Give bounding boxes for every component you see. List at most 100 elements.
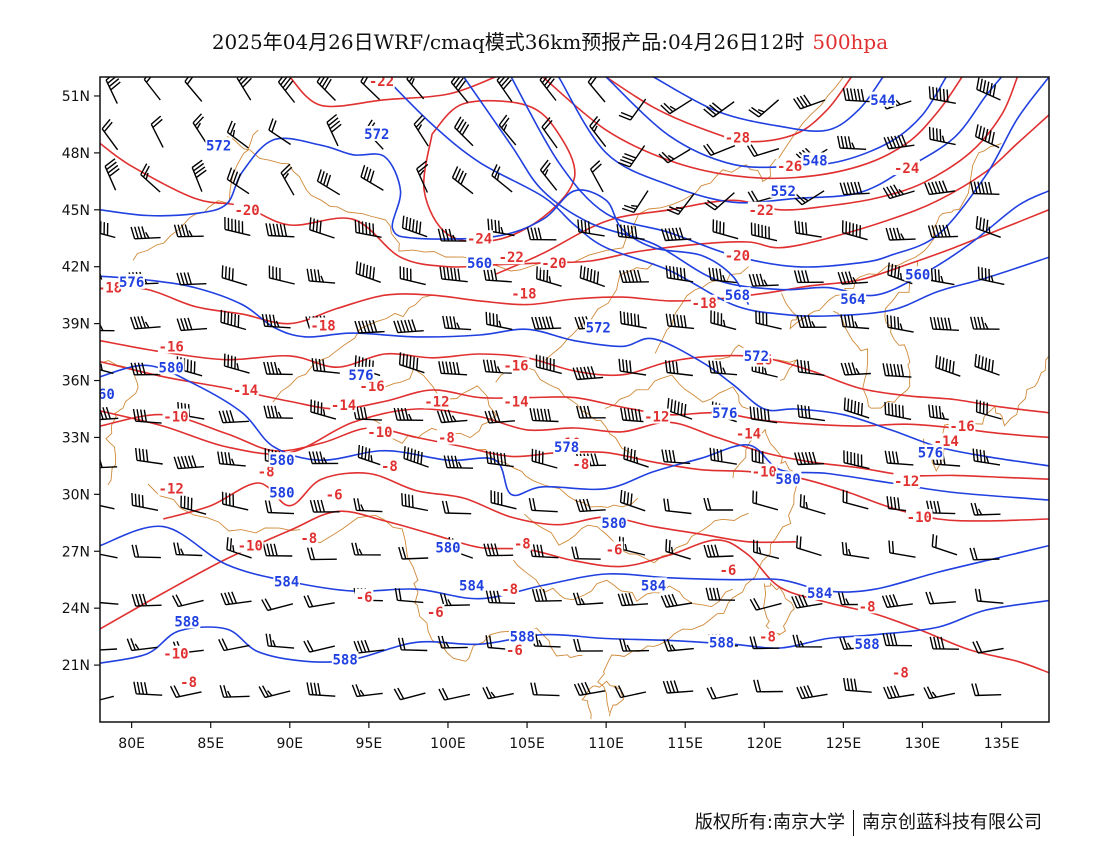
footer-divider: [853, 810, 854, 836]
wind-barb: [974, 353, 1000, 376]
temperature-label: -8: [300, 531, 317, 547]
height-label: 572: [586, 320, 611, 336]
label-halo: [347, 366, 375, 382]
wind-barb: [886, 496, 915, 513]
wind-barb: [617, 592, 649, 607]
temperature-label: -18: [97, 281, 122, 297]
wind-barb: [840, 362, 871, 376]
label-halo: [917, 444, 944, 460]
title-text: 2025年04月26日WRF/cmaq模式36km预报产品:04月26日12时: [211, 30, 805, 54]
label-halo: [948, 418, 976, 434]
wind-barb: [437, 635, 468, 649]
wind-barb: [130, 362, 161, 376]
wind-barb: [403, 446, 429, 468]
lon-tick-label: 80E: [118, 736, 145, 752]
temperature-label: -22: [369, 74, 394, 90]
geopotential-height-contours: [100, 77, 1049, 664]
temperature-label: -6: [356, 590, 373, 606]
height-label: 578: [554, 440, 579, 456]
wind-barb: [619, 638, 650, 652]
wind-barb: [589, 115, 607, 148]
height-contour: [384, 77, 1049, 318]
label-halo: [806, 585, 833, 600]
wind-barb: [258, 685, 291, 699]
temperature-label: -18: [310, 319, 335, 335]
wind-barb: [972, 640, 1004, 654]
wind-barb: [925, 591, 956, 605]
wind-barb: [662, 680, 694, 694]
wind-barb: [977, 266, 1005, 286]
temperature-label: -14: [736, 427, 761, 443]
label-halo: [366, 423, 394, 439]
label-halo: [893, 473, 920, 489]
wind-barb: [755, 310, 782, 330]
wind-barb: [792, 634, 823, 648]
wind-barb: [706, 686, 739, 700]
label-halo: [502, 393, 530, 409]
wind-barb: [126, 638, 158, 652]
temperature-label: -10: [163, 410, 188, 426]
wind-barb: [453, 116, 474, 147]
wind-barb: [664, 360, 693, 377]
temperature-label: -10: [163, 647, 188, 663]
wind-barb: [416, 160, 429, 193]
temperature-label: -16: [359, 379, 384, 395]
label-halo: [724, 129, 751, 145]
wind-barb: [843, 450, 870, 470]
wind-barb: [130, 315, 161, 330]
wind-barb: [708, 267, 737, 284]
wind-barb: [531, 633, 561, 648]
label-halo: [233, 201, 261, 217]
wind-barb: [975, 399, 1002, 420]
height-label: 568: [725, 288, 750, 304]
wind-barb: [413, 114, 429, 147]
label-halo: [157, 338, 185, 354]
wind-barb: [133, 681, 163, 696]
temperature-label: -8: [258, 465, 275, 481]
temperature-label: -8: [501, 582, 518, 598]
wind-barb: [220, 591, 252, 606]
wind-barb: [749, 597, 782, 611]
temperature-label: -10: [367, 425, 392, 441]
label-halo: [776, 158, 803, 174]
label-halo: [640, 577, 667, 593]
wind-barb: [439, 266, 468, 283]
height-label: 544: [870, 93, 895, 109]
label-halo: [236, 537, 264, 553]
height-contour: [100, 137, 750, 305]
wind-barb: [976, 77, 1001, 101]
wind-barb: [100, 457, 118, 469]
temperature-contour: [289, 77, 496, 108]
wind-barb: [974, 124, 1000, 149]
lat-tick-label: 33N: [62, 430, 90, 446]
boundary-line: [654, 266, 749, 354]
wind-barb: [928, 404, 956, 422]
label-halo: [604, 541, 624, 557]
wind-barb: [703, 497, 734, 511]
wind-barb: [797, 404, 825, 422]
temperature-label: -6: [606, 542, 623, 558]
wind-barb: [355, 261, 381, 283]
wind-barb: [131, 492, 159, 511]
lon-tick-label: 90E: [276, 736, 303, 752]
wind-barb: [353, 639, 385, 654]
wind-barb: [262, 543, 293, 557]
wind-barb: [589, 160, 604, 193]
wind-barb: [703, 544, 734, 558]
label-halo: [600, 514, 628, 530]
label-halo: [743, 347, 770, 363]
label-halo: [769, 182, 797, 198]
wind-barb: [280, 163, 295, 196]
lat-tick-label: 27N: [62, 544, 90, 560]
wind-barb: [169, 685, 202, 698]
height-label: 576: [712, 406, 737, 422]
wind-barb: [401, 493, 429, 512]
temperature-contour: [100, 510, 1049, 674]
label-halo: [718, 562, 738, 578]
wind-barb: [703, 101, 735, 118]
wind-barb: [130, 226, 161, 240]
admin-boundaries: [100, 77, 1049, 720]
wind-barb: [220, 309, 247, 331]
wind-barb: [268, 118, 291, 146]
wind-barb: [539, 77, 557, 101]
